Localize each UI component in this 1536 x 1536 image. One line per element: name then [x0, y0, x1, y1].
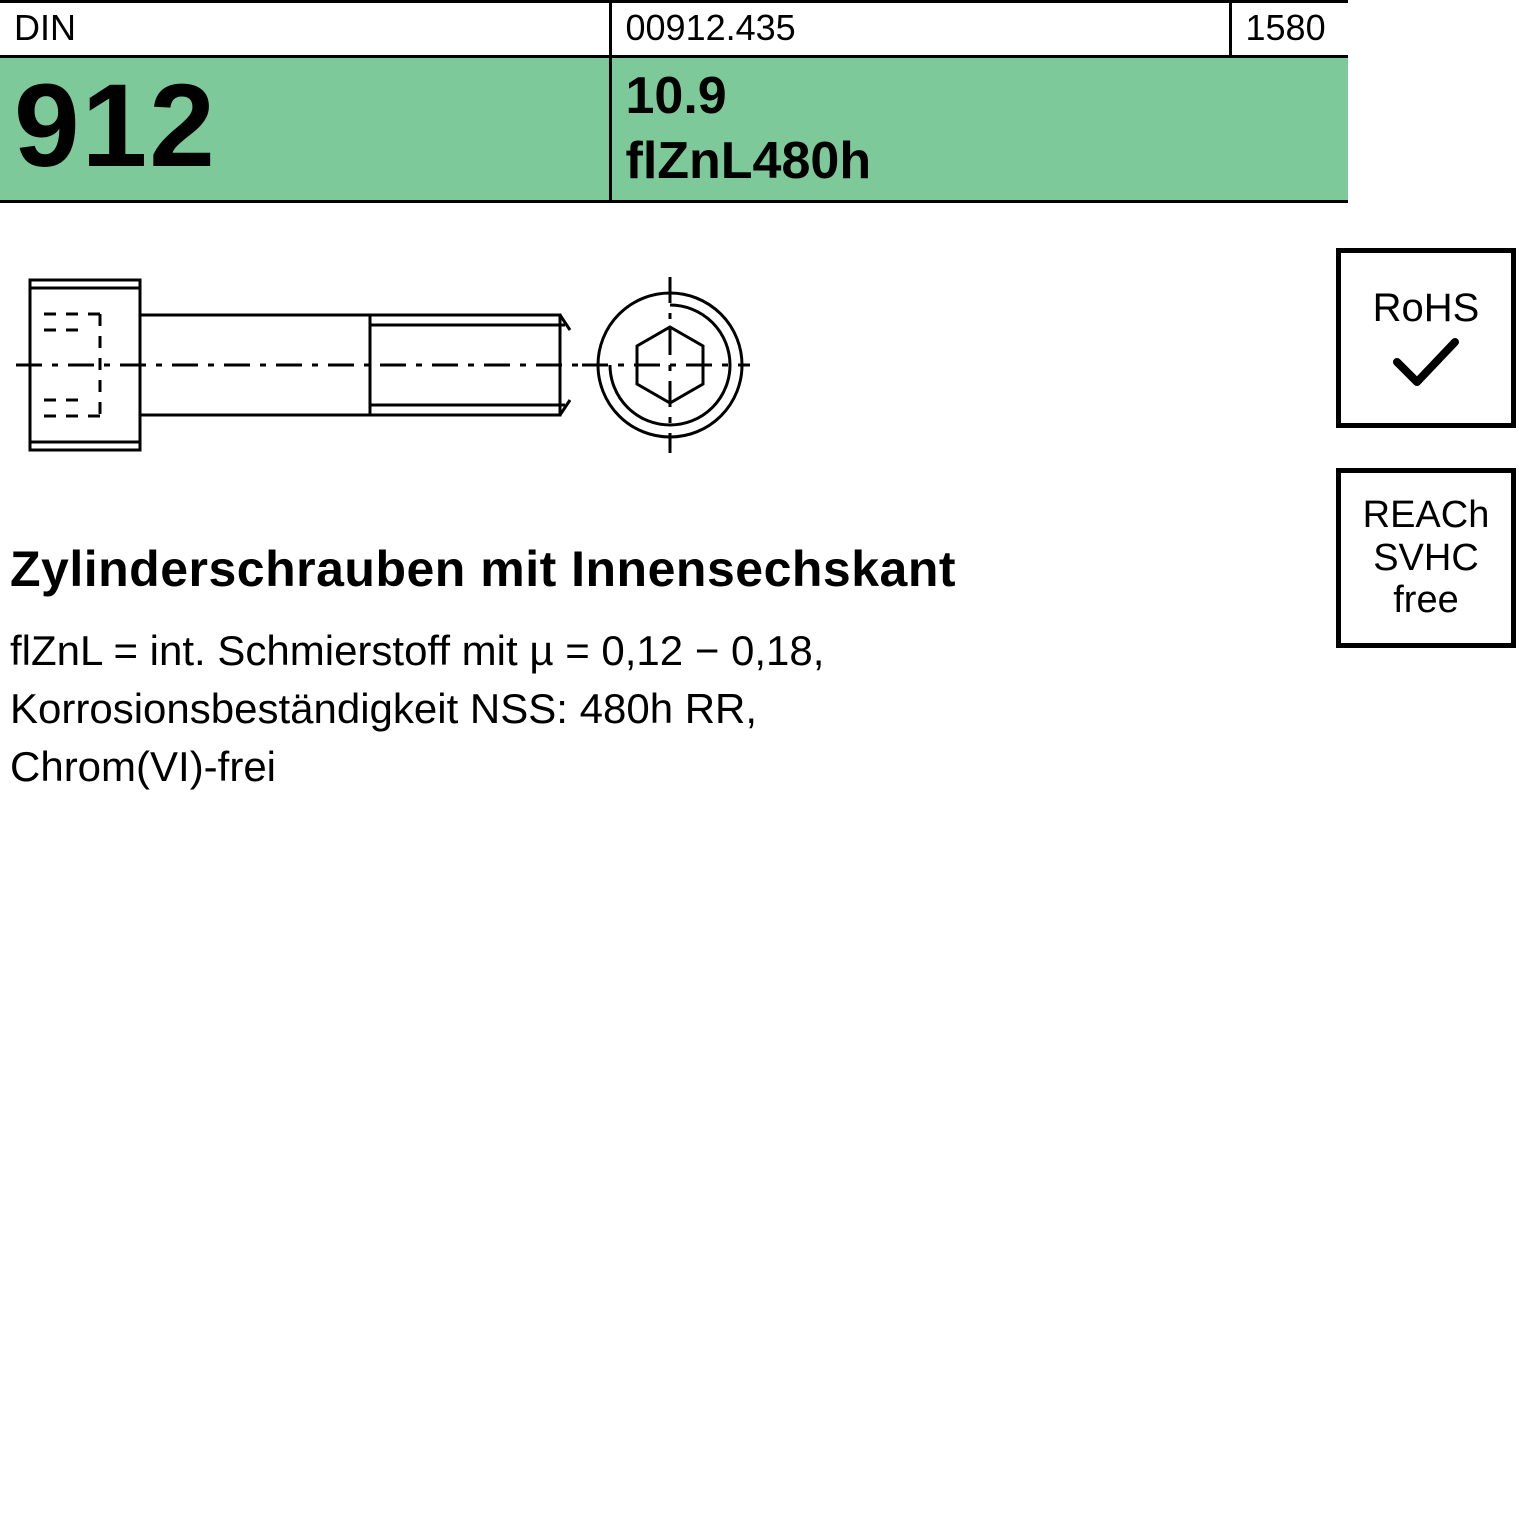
spec-strength-class: 10.9: [626, 64, 1334, 129]
reach-badge: REACh SVHC free: [1336, 468, 1516, 648]
compliance-badges: RoHS REACh SVHC free: [1336, 248, 1522, 688]
spec-din-number: 912: [0, 57, 610, 202]
desc-line-3: Chrom(VI)-frei: [10, 743, 276, 790]
spec-coating: flZnL480h: [626, 129, 1334, 194]
product-title: Zylinderschrauben mit Innensechskant: [10, 540, 1130, 598]
body-text-block: Zylinderschrauben mit Innensechskant flZ…: [10, 540, 1130, 796]
technical-drawing: [10, 260, 750, 470]
spec-standard-label: DIN: [0, 2, 610, 57]
rohs-label: RoHS: [1373, 286, 1480, 331]
desc-line-2: Korrosionsbeständigkeit NSS: 480h RR,: [10, 685, 757, 732]
spec-header-table: DIN 00912.435 1580 912 10.9 flZnL480h: [0, 0, 1348, 203]
rohs-badge: RoHS: [1336, 248, 1516, 428]
spec-article-number: 00912.435: [610, 2, 1230, 57]
reach-line2: SVHC: [1373, 537, 1479, 580]
desc-line-1: flZnL = int. Schmierstoff mit µ = 0,12 −…: [10, 627, 824, 674]
reach-line3: free: [1393, 579, 1458, 622]
spec-header-row1: DIN 00912.435 1580: [0, 2, 1348, 57]
spec-material-cell: 10.9 flZnL480h: [610, 57, 1348, 202]
check-icon: [1391, 336, 1461, 390]
reach-line1: REACh: [1363, 494, 1490, 537]
spec-header-row2: 912 10.9 flZnL480h: [0, 57, 1348, 202]
spec-extra-code: 1580: [1230, 2, 1348, 57]
